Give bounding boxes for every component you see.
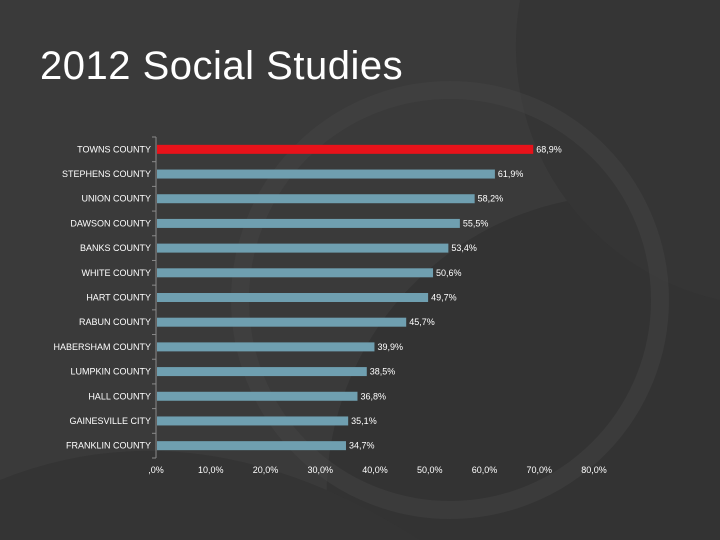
data-label: 53,4% bbox=[451, 243, 477, 253]
x-tick-label: 50,0% bbox=[417, 465, 443, 475]
bar-dawson-county bbox=[157, 218, 460, 228]
data-label: 68,9% bbox=[536, 144, 562, 154]
bar-towns-county bbox=[157, 144, 534, 154]
category-label: STEPHENS COUNTY bbox=[62, 169, 151, 179]
data-label: 45,7% bbox=[409, 317, 435, 327]
bar-rabun-county bbox=[157, 317, 407, 327]
bar-union-county bbox=[157, 194, 475, 204]
category-label: DAWSON COUNTY bbox=[70, 218, 151, 228]
bar-banks-county bbox=[157, 243, 449, 253]
category-label: HART COUNTY bbox=[86, 293, 151, 303]
bar-hart-county bbox=[157, 293, 429, 302]
category-label: GAINESVILLE CITY bbox=[69, 416, 151, 426]
category-label: UNION COUNTY bbox=[82, 194, 152, 204]
data-label: 55,5% bbox=[463, 218, 489, 228]
x-tick-label: 80,0% bbox=[581, 465, 607, 475]
category-label: WHITE COUNTY bbox=[82, 268, 152, 278]
x-tick-label: 20,0% bbox=[253, 465, 279, 475]
bar-hall-county bbox=[157, 391, 358, 401]
category-label: RABUN COUNTY bbox=[79, 317, 151, 327]
x-tick-label: 30,0% bbox=[307, 465, 333, 475]
bar-gainesville-city bbox=[157, 416, 349, 426]
data-label: 39,9% bbox=[377, 342, 403, 352]
x-tick-label: 70,0% bbox=[526, 465, 552, 475]
bar-habersham-county bbox=[157, 342, 375, 352]
category-label: TOWNS COUNTY bbox=[77, 144, 151, 154]
slide-title: 2012 Social Studies bbox=[40, 44, 404, 88]
category-label: LUMPKIN COUNTY bbox=[70, 367, 151, 377]
data-label: 50,6% bbox=[436, 268, 462, 278]
data-label: 36,8% bbox=[360, 391, 386, 401]
category-label: HABERSHAM COUNTY bbox=[53, 342, 151, 352]
category-label: FRANKLIN COUNTY bbox=[66, 441, 151, 451]
category-label: HALL COUNTY bbox=[88, 391, 151, 401]
data-label: 49,7% bbox=[431, 293, 457, 303]
x-tick-label: 60,0% bbox=[472, 465, 498, 475]
data-label: 38,5% bbox=[370, 367, 396, 377]
x-tick-label: 10,0% bbox=[198, 465, 224, 475]
data-label: 61,9% bbox=[498, 169, 524, 179]
data-label: 58,2% bbox=[478, 194, 504, 204]
data-label: 35,1% bbox=[351, 416, 377, 426]
category-label: BANKS COUNTY bbox=[80, 243, 151, 253]
bar-white-county bbox=[157, 268, 434, 278]
x-tick-label: 40,0% bbox=[362, 465, 388, 475]
bar-lumpkin-county bbox=[157, 367, 367, 377]
bar-franklin-county bbox=[157, 441, 346, 451]
x-tick-label: ,0% bbox=[148, 465, 164, 475]
bar-stephens-county bbox=[157, 169, 495, 179]
data-label: 34,7% bbox=[349, 441, 375, 451]
